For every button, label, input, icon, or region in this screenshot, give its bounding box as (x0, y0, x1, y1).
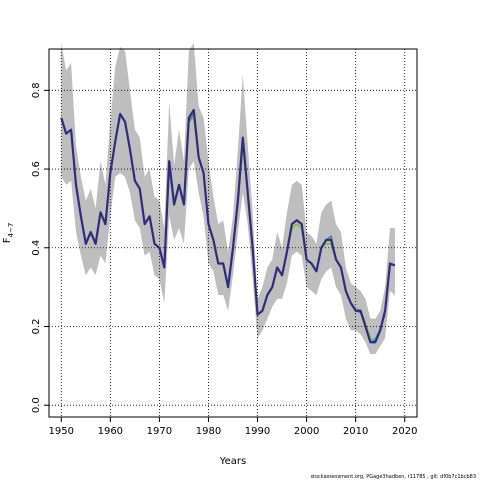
y-tick-label: 0.4 (31, 240, 42, 256)
x-tick-label: 2000 (294, 426, 319, 437)
y-tick-label: 0.8 (31, 82, 42, 98)
x-axis: 1950 1960 1970 1980 1990 2000 2010 2020 (49, 417, 417, 437)
x-tick-label: 1980 (196, 426, 221, 437)
x-tick-label: 1970 (147, 426, 172, 437)
x-tick-label: 1960 (98, 426, 123, 437)
x-tick-label: 2020 (392, 426, 417, 437)
x-axis-title: Years (219, 456, 246, 467)
x-tick-label: 1950 (49, 426, 74, 437)
series-layer (60, 108, 396, 344)
y-axis-title-main: F (2, 237, 13, 243)
plot-frame (48, 48, 418, 418)
y-tick-label: 0.0 (31, 397, 42, 413)
footer-attribution: stockassessment.org, PGage3hadben, r1178… (310, 474, 476, 480)
y-axis-title-subscript: 4−7 (7, 223, 15, 238)
series-line-1 (60, 108, 396, 344)
y-axis: 0.0 0.2 0.4 0.6 0.8 (31, 82, 49, 413)
grid-layer (49, 49, 417, 417)
confidence-band (61, 43, 395, 355)
y-axis-title: F4−7 (2, 223, 15, 244)
x-tick-label: 2010 (343, 426, 368, 437)
y-tick-label: 0.2 (31, 319, 42, 335)
y-tick-label: 0.6 (31, 161, 42, 177)
x-tick-label: 1990 (245, 426, 270, 437)
confidence-band-layer (61, 43, 395, 355)
